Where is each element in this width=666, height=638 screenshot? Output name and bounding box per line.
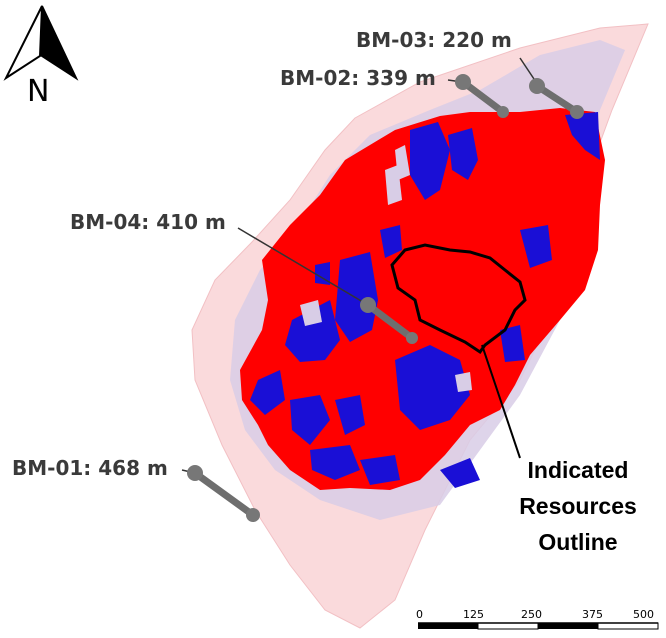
north-arrow-icon <box>3 5 79 81</box>
scale-tick-500: 500 <box>633 608 654 621</box>
drillhole-bm-04[interactable] <box>360 297 418 344</box>
resource-low-grade <box>250 112 600 488</box>
indicated-resources-outline <box>390 243 527 355</box>
resource-high-grade <box>240 108 605 490</box>
leader-indicated-outline <box>481 344 521 459</box>
scale-bar: 0 125 250 375 500 <box>416 608 659 630</box>
callout-line-2: Resources <box>519 493 637 519</box>
callout-line-3: Outline <box>538 529 618 555</box>
leader-bm-04 <box>237 227 369 306</box>
callout-line-1: Indicated <box>527 457 629 483</box>
scale-tick-250: 250 <box>521 608 542 621</box>
drillhole-bm-01[interactable] <box>187 465 260 522</box>
scale-tick-375: 375 <box>582 608 603 621</box>
label-bm-04[interactable]: BM-04: 410 m <box>70 210 226 234</box>
north-label: N <box>27 74 50 109</box>
label-bm-01[interactable]: BM-01: 468 m <box>12 456 168 480</box>
indicated-resources-label: Indicated Resources Outline <box>508 452 648 560</box>
drillhole-bm-03[interactable] <box>529 78 584 119</box>
resource-gaps <box>300 145 472 392</box>
drillhole-bm-02[interactable] <box>455 74 509 118</box>
scale-tick-125: 125 <box>463 608 484 621</box>
scale-tick-0: 0 <box>416 608 423 621</box>
label-bm-03[interactable]: BM-03: 220 m <box>356 28 512 52</box>
label-bm-02[interactable]: BM-02: 339 m <box>280 66 436 90</box>
